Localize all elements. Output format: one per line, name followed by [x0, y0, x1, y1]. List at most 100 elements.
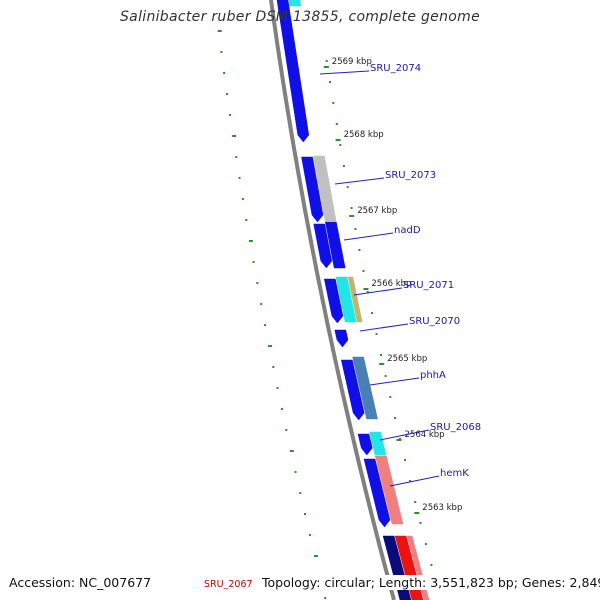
gene-arrow	[335, 276, 357, 323]
kbp-tick-mark	[414, 512, 420, 514]
ring-dot	[260, 303, 263, 305]
ring-dot	[285, 429, 288, 431]
ring-dot	[308, 534, 311, 536]
gene-arrow	[324, 221, 346, 269]
gene-labels: SRU_2074 SRU_2073 nadD SRU_2071 SRU_2070 phhA…	[319, 63, 481, 487]
inner-ring-dot	[430, 564, 433, 566]
kbp-tick-mark	[379, 363, 385, 365]
ring-dot	[245, 219, 248, 221]
gene-label[interactable]: SRU_2071	[403, 280, 454, 291]
gene-label[interactable]: SRU_2068	[430, 422, 481, 433]
gene-arrow	[288, 0, 302, 7]
inner-ring-dot	[375, 333, 378, 335]
kbp-tick-label: 2569 kbp	[332, 57, 372, 67]
kbp-tick-label: 2568 kbp	[344, 130, 384, 140]
gene-arrow	[363, 458, 391, 528]
ring-dot	[268, 345, 273, 347]
topology-stats-text: Topology: circular; Length: 3,551,823 bp…	[262, 575, 600, 590]
outer-dotted-ring	[217, 30, 327, 599]
ring-dot	[217, 30, 222, 32]
gene-label-leader	[343, 232, 394, 241]
gene-label-leader	[359, 323, 409, 332]
gene-label[interactable]: SRU_2070	[409, 316, 460, 327]
gene-label-leader	[389, 475, 440, 487]
gene-label[interactable]: phhA	[420, 370, 446, 381]
ring-dot	[289, 450, 294, 452]
gene-label-leader	[334, 177, 385, 185]
gene-arrow	[369, 431, 387, 456]
gene-label[interactable]: hemK	[440, 468, 469, 479]
kbp-ticks: 2569 kbp 2568 kbp 2567 kbp 2566 kbp 2565 kbp…	[323, 57, 462, 514]
kbp-tick-label: 2567 kbp	[357, 206, 397, 216]
inner-ring-dot	[358, 249, 361, 251]
kbp-tick-label: 2565 kbp	[387, 354, 427, 364]
ring-dot	[256, 282, 259, 284]
gene-arrow	[357, 433, 373, 456]
inner-ring-dot	[424, 543, 427, 545]
gene-label-leader	[379, 429, 430, 441]
gene-arrow	[301, 156, 324, 223]
ring-dot	[226, 93, 228, 95]
gene-track	[276, 0, 430, 600]
ring-dot	[294, 471, 297, 473]
ring-dot	[223, 72, 226, 74]
gene-arrow	[334, 329, 349, 348]
gene-label-leader	[369, 377, 420, 386]
ring-dot	[248, 240, 253, 242]
inner-ring-dot	[404, 459, 406, 461]
inner-ring-dot	[394, 417, 397, 419]
gene-label-leader	[319, 70, 370, 75]
ring-dot	[324, 597, 327, 599]
kbp-tick-label: 2566 kbp	[371, 279, 411, 289]
inner-ring-dot	[409, 480, 412, 482]
gene-label-leader	[353, 287, 403, 296]
inner-ring-dot	[350, 207, 353, 209]
inner-ring-dot	[354, 228, 357, 230]
kbp-tick-mark	[349, 215, 355, 217]
ring-dot	[229, 114, 231, 116]
ring-dot	[238, 177, 241, 179]
gene-label[interactable]: nadD	[394, 225, 421, 236]
gene-label[interactable]: SRU_2073	[385, 170, 436, 181]
gene-arrow	[374, 455, 404, 525]
gene-arrow	[347, 276, 363, 323]
cut-off-gene-label: SRU_2067	[204, 579, 253, 590]
map-title: Salinibacter ruber DSM 13855, complete g…	[120, 9, 480, 25]
kbp-tick-label: 2564 kbp	[405, 430, 445, 440]
inner-ring-dot	[362, 270, 365, 272]
ring-dot	[299, 492, 302, 494]
gene-arrow	[313, 155, 337, 222]
ring-dot	[272, 366, 275, 368]
ring-dot	[264, 324, 267, 326]
ring-dot	[232, 135, 237, 137]
ring-dot	[280, 408, 283, 410]
inner-ring-dot	[342, 165, 345, 167]
ring-dot	[313, 555, 318, 557]
gene-arrow	[323, 278, 344, 324]
ring-dot	[304, 513, 306, 515]
inner-ring-dot	[366, 291, 369, 293]
gene-label[interactable]: SRU_2074	[370, 63, 421, 74]
inner-ring-dot	[335, 123, 338, 125]
ring-dot	[235, 156, 238, 158]
gene-arrow	[352, 356, 378, 420]
ring-dot	[276, 387, 279, 389]
inner-dotted-ring	[325, 60, 438, 587]
ring-dot	[252, 261, 255, 263]
inner-ring-dot	[371, 312, 374, 314]
accession-text: Accession: NC_007677	[9, 575, 152, 590]
kbp-tick-label: 2563 kbp	[422, 503, 462, 513]
ring-dot	[220, 51, 223, 53]
inner-ring-dot	[325, 60, 328, 62]
genome-backbone	[269, 0, 396, 600]
inner-ring-dot	[389, 396, 392, 398]
inner-ring-dot	[419, 522, 422, 524]
kbp-tick-mark	[335, 139, 341, 141]
inner-ring-dot	[346, 186, 349, 188]
gene-arrow	[276, 0, 310, 143]
kbp-tick-mark	[363, 288, 369, 290]
gene-arrow	[340, 359, 365, 421]
inner-ring-dot	[384, 375, 387, 377]
gene-arrow	[313, 223, 333, 269]
